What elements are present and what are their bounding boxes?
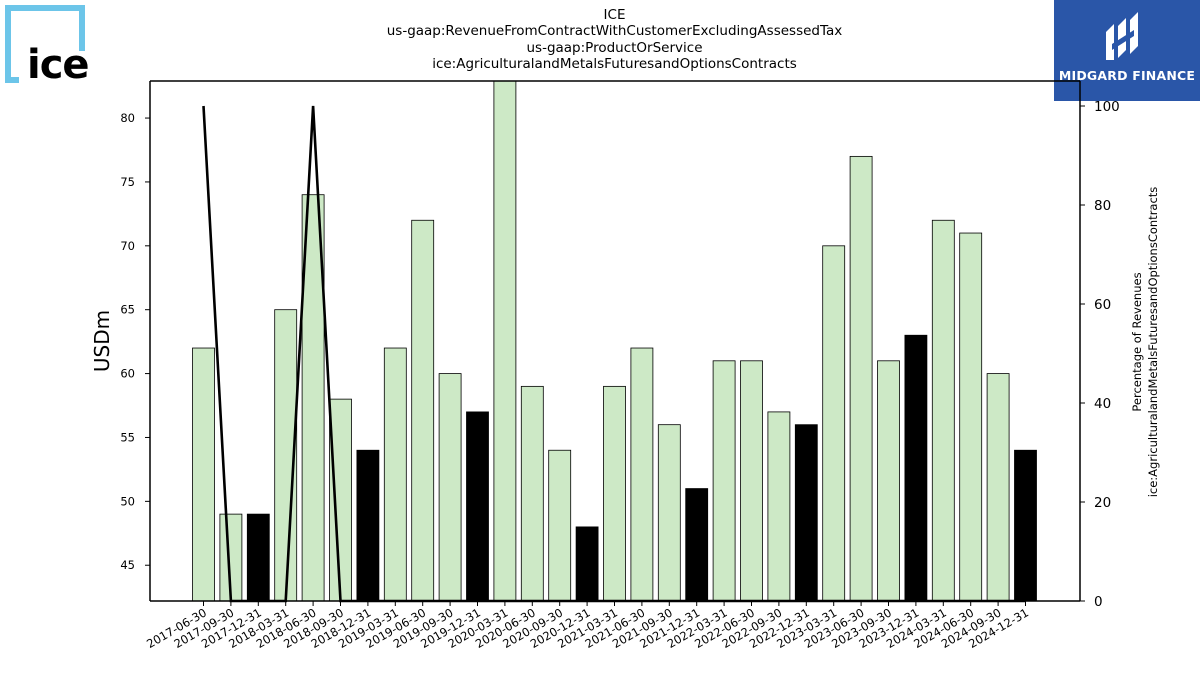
y-tick-label-60: 60 — [120, 367, 135, 381]
bar-2019-03-31 — [383, 347, 407, 601]
bar-2021-12-31 — [685, 488, 709, 601]
bar-2023-06-30 — [849, 155, 873, 601]
y-tick-label-50: 50 — [120, 494, 135, 508]
y2-tick-label-20: 20 — [1094, 495, 1111, 511]
y2-axis-label-line1: Percentage of Revenues — [1130, 272, 1144, 411]
y-tick-label-55: 55 — [120, 430, 135, 444]
y-tick-label-80: 80 — [120, 111, 135, 125]
bar-2021-09-30 — [657, 424, 681, 601]
y-tick-label-70: 70 — [120, 239, 135, 253]
y2-tick-label-100: 100 — [1094, 99, 1120, 115]
bar-2017-06-30 — [192, 347, 215, 601]
y-tick-label-45: 45 — [120, 558, 135, 572]
bar-2020-09-30 — [548, 449, 572, 601]
bar-2022-06-30 — [740, 360, 763, 601]
y2-tick-label-80: 80 — [1094, 198, 1111, 214]
midgard-mark-icon — [1106, 12, 1138, 60]
bar-2024-09-30 — [986, 373, 1010, 601]
ice-logo: ice — [5, 5, 90, 88]
bar-2023-12-31 — [904, 334, 928, 601]
chart-title-axis: us-gaap:ProductOrService — [526, 40, 703, 56]
midgard-logo-text: MIDGARD FINANCE — [1058, 68, 1196, 83]
y-tick-label-65: 65 — [120, 303, 135, 317]
y2-tick-label-60: 60 — [1094, 297, 1111, 313]
bar-2020-06-30 — [520, 385, 544, 601]
bar-2017-09-30 — [219, 513, 243, 601]
bar-2022-03-31 — [712, 360, 736, 601]
bar-2022-09-30 — [767, 411, 791, 601]
bar-2019-09-30 — [438, 373, 462, 601]
bar-2018-09-30 — [329, 398, 352, 601]
ice-logo-text: ice — [27, 42, 90, 88]
bar-2023-03-31 — [822, 245, 846, 601]
y2-axis-label-line2: ice:AgriculturalandMetalsFuturesandOptio… — [1146, 187, 1160, 498]
bar-2024-06-30 — [959, 232, 983, 601]
bar-2020-03-31 — [493, 81, 517, 601]
bar-2024-12-31 — [1014, 449, 1037, 601]
y2-tick-label-40: 40 — [1094, 396, 1111, 412]
bar-2022-12-31 — [794, 424, 818, 601]
y-axis-label: USDm — [90, 310, 114, 372]
chart-title-concept: us-gaap:RevenueFromContractWithCustomerE… — [386, 23, 843, 39]
y2-tick-label-0: 0 — [1094, 594, 1103, 610]
chart-title-member: ice:AgriculturalandMetalsFuturesandOptio… — [432, 56, 797, 72]
bar-2021-06-30 — [630, 347, 654, 601]
bar-2021-03-31 — [603, 385, 626, 601]
chart-title-company: ICE — [603, 7, 626, 23]
bar-2019-12-31 — [466, 411, 489, 601]
bar-2023-09-30 — [877, 360, 900, 601]
midgard-finance-logo: MIDGARD FINANCE — [1054, 0, 1200, 101]
bar-2017-12-31 — [246, 513, 270, 601]
bar-2018-12-31 — [356, 449, 380, 601]
y-tick-label-75: 75 — [120, 175, 135, 189]
bar-2019-06-30 — [411, 219, 435, 601]
bar-2018-03-31 — [274, 309, 298, 601]
bar-2020-12-31 — [575, 526, 599, 601]
bar-2024-03-31 — [931, 219, 955, 601]
